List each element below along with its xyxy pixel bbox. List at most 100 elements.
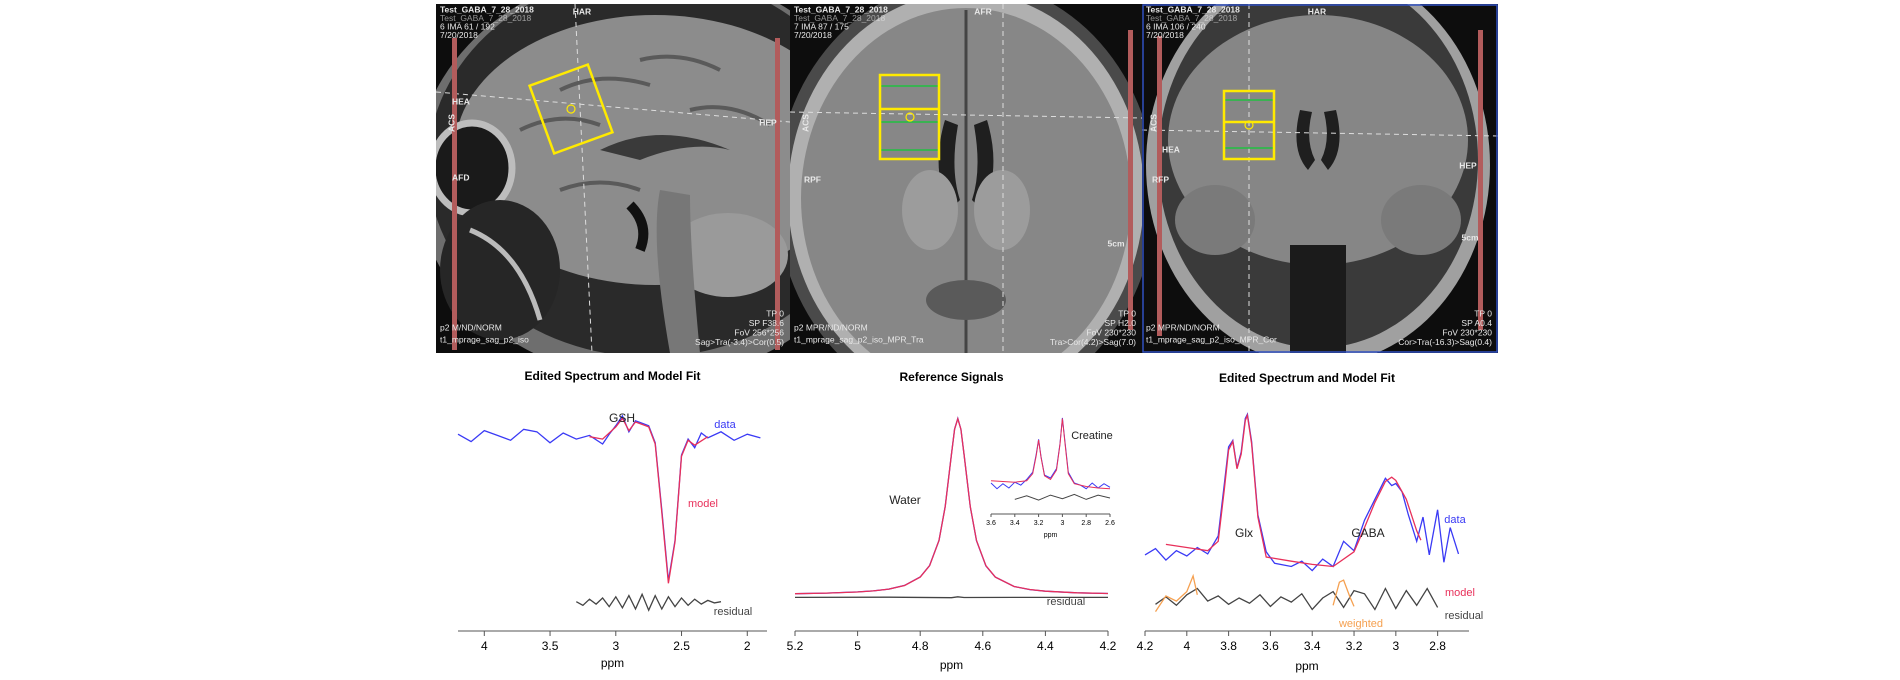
overlay-header: Test_GABA_7_28_2018 [440,13,531,23]
overlay-footer: FoV 230*230 [1086,327,1136,337]
x-tick-label: 3.2 [1034,520,1044,527]
annotation: Creatine [1071,430,1113,442]
series-label: data [1444,514,1466,526]
x-tick-label: 4.8 [912,639,929,653]
overlay-header: Test_GABA_7_28_2018 [1146,13,1237,23]
series-label: residual [1445,610,1484,622]
spectrum-line [1014,493,1111,501]
annotation: GSH [609,411,635,425]
chart-title: Reference Signals [899,370,1003,384]
orientation-left: HEA [1162,144,1180,154]
orientation-top: HAR [1308,6,1326,16]
orientation-left: HEA [452,96,470,106]
overlay-footer: SP H2.0 [1104,318,1136,328]
orientation-right: 5cm [1107,238,1124,248]
spectrum-line [794,596,1108,599]
annotation: GABA [1351,526,1384,540]
spectrum-line [794,416,1109,595]
orientation-left: ACS [446,114,456,132]
x-tick-label: 4 [481,639,488,653]
x-tick-label: 2.5 [673,639,690,653]
x-tick-label: 4.6 [974,639,991,653]
spectrum-line [990,417,1111,490]
overlay-footer: Tra>Cor(4.2)>Sag(7.0) [1050,337,1136,347]
orientation-right: HEP [1459,160,1477,170]
x-tick-label: 3.5 [542,639,559,653]
spectrum-line [794,416,1109,595]
overlay-footer: Sag>Tra(-3.4)>Cor(0.5) [695,337,784,347]
series-label: residual [714,606,753,618]
x-tick-label: 3 [1392,639,1399,653]
spectrum-line [1154,573,1355,612]
x-tick-label: 4.2 [1100,639,1117,653]
x-tick-label: 4.2 [1137,639,1154,653]
spectrum-line [1155,587,1439,611]
x-tick-label: 4 [1183,639,1190,653]
overlay-footer: TP 0 [1118,308,1136,318]
x-tick-label: 2.8 [1081,520,1091,527]
overlay-footer: p2 MPR/ND/NORM [794,322,868,332]
overlay-footer: t1_mprage_sag_p2_iso_MPR_Tra [794,334,924,344]
x-tick-label: 3 [612,639,619,653]
overlay-footer: TP 0 [1474,308,1492,318]
x-tick-label: 3.6 [1262,639,1279,653]
x-axis-label: ppm [1295,659,1318,673]
series-label: residual [1047,596,1086,608]
overlay-header: Test_GABA_7_28_2018 [1146,4,1240,14]
spectrum-line [575,592,722,612]
x-tick-label: 3.4 [1010,520,1020,527]
spectrum-line [589,417,709,584]
series-label: model [688,498,718,510]
x-tick-label: 3.4 [1304,639,1321,653]
overlay-header: Test_GABA_7_28_2018 [794,4,888,14]
orientation-left: RFP [1152,174,1169,184]
orientation-left: ACS [1148,114,1158,132]
overlay-footer: SP A0.4 [1461,318,1492,328]
chart-title: Edited Spectrum and Model Fit [524,369,700,383]
spectrum-line [1165,412,1422,568]
x-axis-label: ppm [1044,532,1058,539]
series-label: data [714,419,736,431]
overlay-footer: FoV 256*256 [734,327,784,337]
mri-axial [790,4,1142,353]
x-tick-label: 2.6 [1105,520,1115,527]
overlay-header: 6 IMA 61 / 192 [440,21,495,31]
spectrum-line [990,418,1111,490]
x-tick-label: 4.4 [1037,639,1054,653]
overlay-footer: SP F38.6 [749,318,785,328]
x-tick-label: 2.8 [1429,639,1446,653]
orientation-right: 5cm [1461,232,1478,242]
orientation-left: RPF [804,174,821,184]
x-axis-label: ppm [601,656,624,670]
overlay-footer: t1_mprage_sag_p2_iso [440,334,529,344]
orientation-left: AFD [452,172,469,182]
chart-title: Edited Spectrum and Model Fit [1219,371,1395,385]
x-tick-label: 3.2 [1346,639,1363,653]
x-tick-label: 3.8 [1220,639,1237,653]
overlay-footer: p2 M/ND/NORM [440,322,502,332]
orientation-top: AFR [974,6,991,16]
orientation-right: HEP [759,117,777,127]
overlay-header: 6 IMA 106 / 240 [1146,21,1206,31]
x-tick-label: 5 [854,639,861,653]
overlay-header: Test_GABA_7_28_2018 [794,13,885,23]
x-tick-label: 3.6 [986,520,996,527]
x-axis-label: ppm [940,658,963,672]
overlay-header: Test_GABA_7_28_2018 [440,4,534,14]
mri-coronal [1142,4,1498,353]
annotation: Water [889,493,921,507]
x-tick-label: 3 [1060,520,1064,527]
orientation-left: ACS [800,114,810,132]
overlay-footer: Cor>Tra(-16.3)>Sag(0.4) [1398,337,1492,347]
overlay-header: 7/20/2018 [440,30,478,40]
overlay-footer: p2 MPR/ND/NORM [1146,322,1220,332]
overlay-header: 7/20/2018 [1146,30,1184,40]
overlay-footer: t1_mprage_sag_p2_iso_MPR_Cor [1146,334,1277,344]
x-tick-label: 2 [744,639,751,653]
overlay-footer: TP 0 [766,308,784,318]
series-label: weighted [1338,618,1383,630]
overlay-header: 7 IMA 87 / 175 [794,21,849,31]
annotation: Glx [1235,526,1253,540]
